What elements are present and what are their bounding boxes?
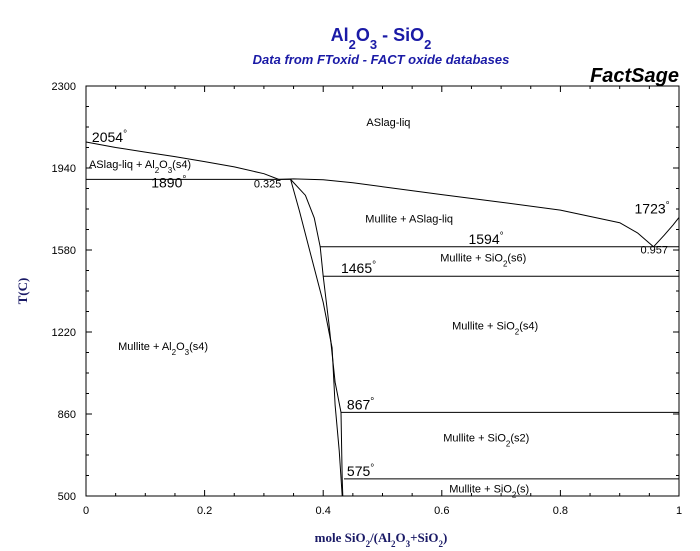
axis-ticks: 0 0.2 0.4 0.6 0.8 1 500 860 1220 1580 1940 2300 <box>52 81 683 517</box>
boundary-mullite-solvus-left <box>290 179 343 497</box>
region-label: Mullite + SiO2(s2) <box>443 432 529 448</box>
plot-frame <box>85 85 680 497</box>
factsage-brand: FactSage <box>590 65 679 87</box>
region-label: Mullite + Al2O3(s4) <box>118 341 208 357</box>
region-label: Mullite + ASlag-liq <box>365 214 453 226</box>
y-tick-label: 860 <box>58 409 76 421</box>
x-tick-label: 0.2 <box>197 505 212 517</box>
point-label: 1465° <box>341 260 376 277</box>
x-axis-label: mole SiO2/(Al2O3+SiO2) <box>315 530 448 549</box>
chart-title: Al2O3 - SiO2 <box>331 25 432 52</box>
x-tick-label: 0.8 <box>553 505 568 517</box>
y-tick-label: 2300 <box>52 81 76 93</box>
x-tick-label: 0 <box>83 505 89 517</box>
chart-subtitle: Data from FToxid - FACT oxide databases <box>253 52 510 67</box>
point-label: 2054° <box>92 129 127 146</box>
region-label: ASlag-liq <box>366 117 410 129</box>
boundary-liquidus-left <box>85 141 279 180</box>
y-tick-label: 1580 <box>52 245 76 257</box>
region-label: ASlag-liq + Al2O3(s4) <box>89 159 191 175</box>
boundary-mullite-solvus-right <box>290 179 344 497</box>
phase-labels: 2054° 1890° 0.325 1723° 1594° 0.957 1465° 867° 5… <box>89 117 670 499</box>
point-label: 0.325 <box>254 178 282 190</box>
x-tick-label: 0.4 <box>316 505 331 517</box>
boundary-liquidus-right <box>653 217 680 248</box>
region-label: Mullite + SiO2(s) <box>449 484 529 500</box>
phase-boundaries <box>85 141 680 497</box>
point-label: 575° <box>347 462 374 479</box>
x-tick-label: 1 <box>676 505 682 517</box>
y-tick-label: 1940 <box>52 163 76 175</box>
point-label: 867° <box>347 396 374 413</box>
region-label: Mullite + SiO2(s6) <box>440 252 526 268</box>
point-label: 1723° <box>635 200 670 217</box>
y-axis-label: T(C) <box>15 278 30 305</box>
region-label: Mullite + SiO2(s4) <box>452 321 538 337</box>
x-tick-label: 0.6 <box>434 505 449 517</box>
y-tick-label: 1220 <box>52 327 76 339</box>
y-tick-label: 500 <box>58 491 76 503</box>
boundary-liquidus-mullite <box>278 178 654 248</box>
point-label: 1594° <box>468 230 503 247</box>
point-label: 1890° <box>151 174 186 191</box>
point-label: 0.957 <box>640 244 668 256</box>
